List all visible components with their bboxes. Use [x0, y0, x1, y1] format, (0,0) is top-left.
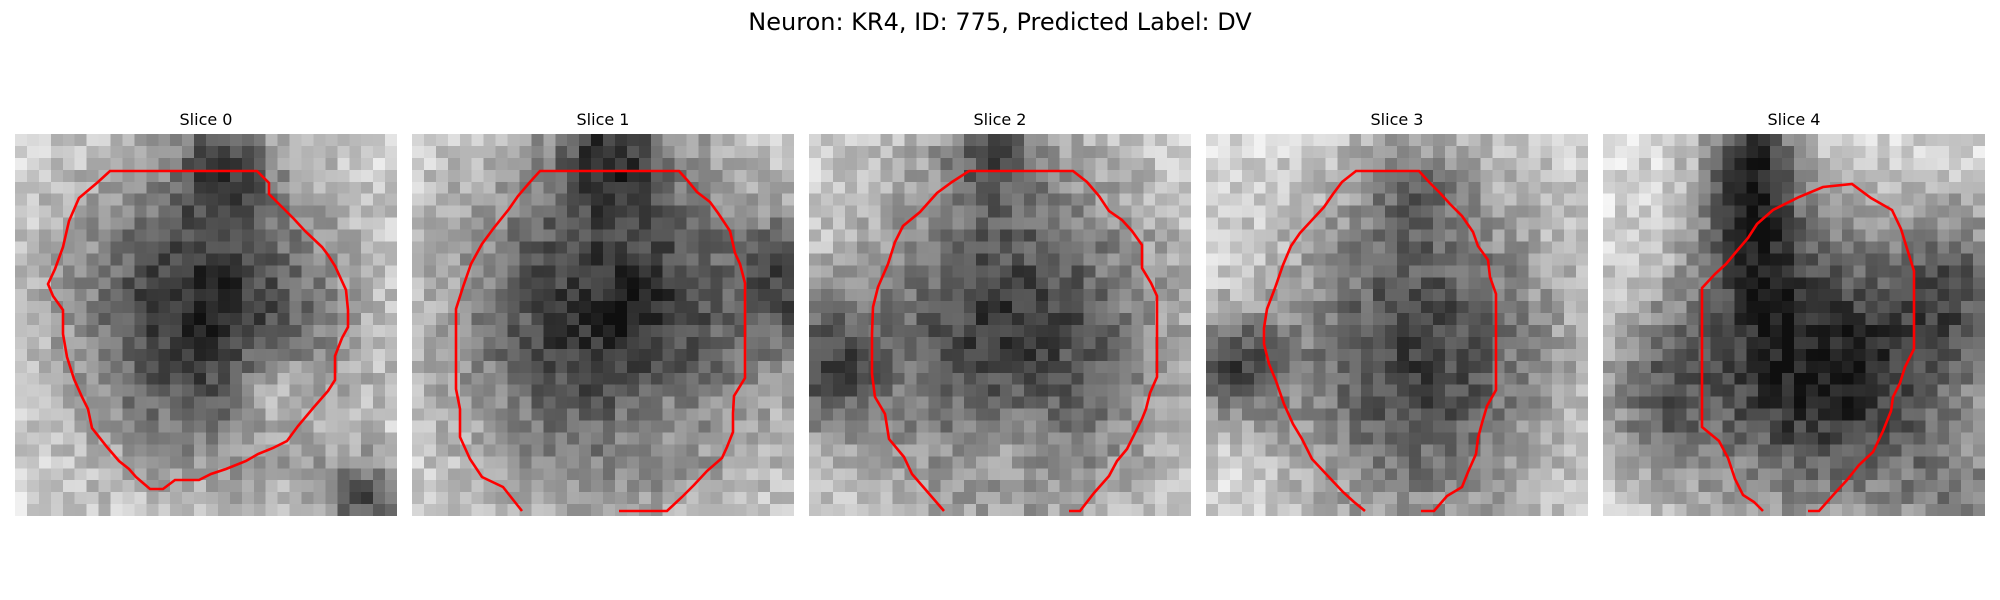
slice-0-image: [15, 134, 397, 516]
slice-2-title: Slice 2: [973, 110, 1027, 129]
slice-3-contour: [1262, 169, 1498, 513]
slice-1-contour-path: [454, 169, 747, 513]
slice-1-microscopy-image: [412, 134, 794, 516]
slice-1-title: Slice 1: [576, 110, 630, 129]
slice-4-microscopy-image: [1603, 134, 1985, 516]
slice-2-contour: [870, 169, 1159, 513]
slice-2-contour-path: [870, 169, 1159, 513]
figure-title: Neuron: KR4, ID: 775, Predicted Label: D…: [748, 8, 1252, 36]
slice-2-image: [809, 134, 1191, 516]
slice-4-contour-path: [1700, 182, 1916, 513]
slice-4-contour: [1700, 182, 1916, 513]
slice-3-image: [1206, 134, 1588, 516]
slice-3-microscopy-image: [1206, 134, 1588, 516]
slice-0-contour-path: [46, 169, 350, 491]
slice-4-title: Slice 4: [1767, 110, 1821, 129]
slice-3-title: Slice 3: [1370, 110, 1424, 129]
slice-1-image: [412, 134, 794, 516]
slice-3-contour-path: [1262, 169, 1498, 513]
slice-0-contour: [46, 169, 350, 491]
slice-0-title: Slice 0: [179, 110, 233, 129]
slice-4-image: [1603, 134, 1985, 516]
slice-1-contour: [454, 169, 747, 513]
